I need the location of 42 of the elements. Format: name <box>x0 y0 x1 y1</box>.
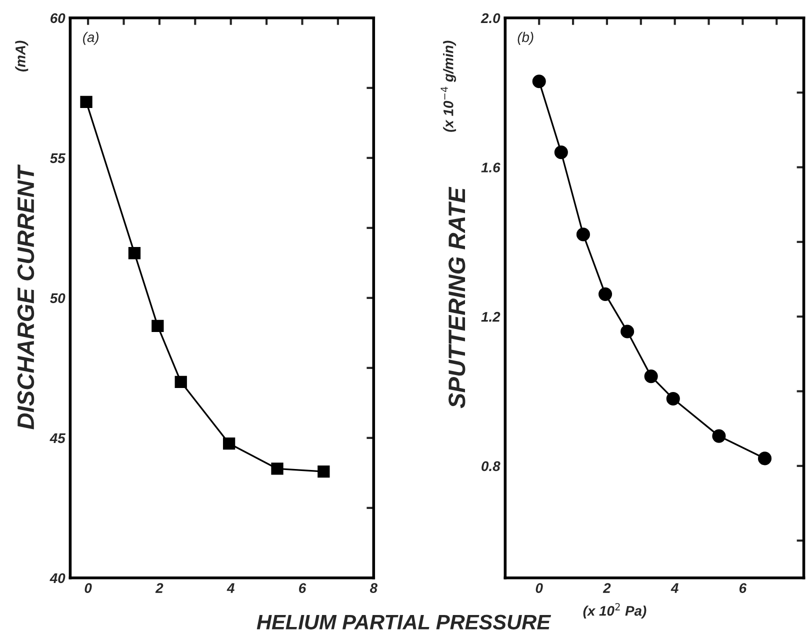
x-axis-title: HELIUM PARTIAL PRESSURE <box>256 614 552 630</box>
point <box>666 392 680 406</box>
point <box>712 429 726 443</box>
text: (x 10$^{−4}$ g/min) <box>440 40 456 132</box>
x-tick-label: 0 <box>84 583 92 593</box>
point <box>174 376 187 388</box>
y-tick-label: 0.8 <box>482 461 500 472</box>
y-tick-label: 55 <box>50 153 66 164</box>
text: (mA) <box>15 40 28 72</box>
point <box>80 96 92 108</box>
point <box>620 324 634 338</box>
point <box>576 228 590 242</box>
y-axis-title: DISCHARGE CURRENT <box>17 164 34 430</box>
point <box>318 465 330 478</box>
x-tick-label: 4 <box>670 583 678 593</box>
point <box>554 146 568 160</box>
x-tick-label: 8 <box>370 583 378 593</box>
y-tick-label: 1.2 <box>481 312 500 322</box>
x-tick-label: 2 <box>602 583 611 593</box>
point <box>532 74 546 88</box>
annotation: (b) <box>518 32 534 45</box>
y-tick-label: 2.0 <box>480 13 500 24</box>
point <box>271 462 284 475</box>
point <box>644 370 658 384</box>
x-tick-label: 6 <box>299 583 306 593</box>
point <box>598 287 612 301</box>
y-tick-label: 40 <box>50 573 66 584</box>
point <box>152 320 164 332</box>
y-axis-title: SPUTTERING RATE <box>448 186 466 408</box>
x-tick-label: 2 <box>155 583 164 593</box>
annotation: (a) <box>82 32 98 45</box>
y-tick-label: 60 <box>50 13 66 24</box>
y-tick-label: 45 <box>50 433 66 444</box>
text: (x 10$^{2}$ Pa) <box>583 603 646 619</box>
y-tick-label: 50 <box>50 293 66 304</box>
point <box>222 437 236 450</box>
point <box>128 247 141 260</box>
point <box>758 452 772 466</box>
y-tick-label: 1.6 <box>481 162 500 172</box>
x-tick-label: 0 <box>536 583 543 593</box>
x-tick-label: 4 <box>226 583 234 593</box>
x-tick-label: 6 <box>739 583 747 593</box>
